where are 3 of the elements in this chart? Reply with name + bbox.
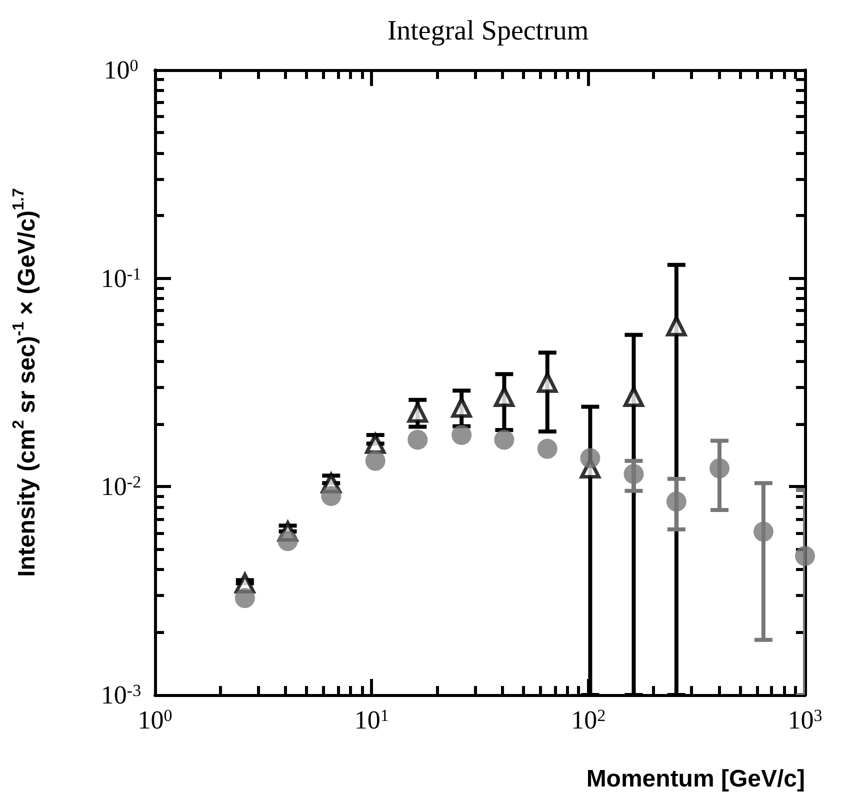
- y-axis-title: Intensity (cm2 sr sec)-1 × (GeV/c)1.7: [10, 188, 40, 577]
- chart-title: Integral Spectrum: [387, 16, 589, 46]
- x-axis-title: Momentum [GeV/c]: [586, 766, 805, 792]
